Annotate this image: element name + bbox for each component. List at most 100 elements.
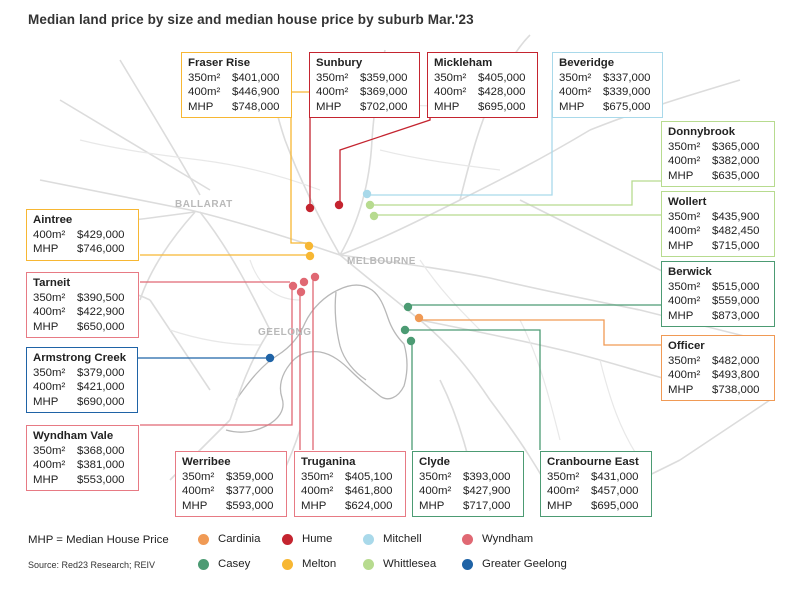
row-label: MHP [559,100,585,113]
suburb-box-mickleham: Mickleham 350m² $405,000 400m² $428,000 MH… [427,52,538,119]
legend-item-mitchell: Mitchell [363,533,422,545]
source-note: Source: Red23 Research; REIV [28,560,156,570]
row-label: MHP [434,100,460,113]
suburb-box-armstrong-creek: Armstrong Creek 350m² $379,000 400m² $421,… [26,347,138,414]
legend-label: Cardinia [218,533,261,545]
chart-title: Median land price by size and median hou… [28,12,474,27]
row-label: MHP [547,499,573,512]
legend-swatch [462,558,473,570]
marker-wyndham-vale [288,281,298,291]
suburb-name: Truganina [301,456,356,468]
legend-item-wyndham: Wyndham [462,533,533,545]
marker-sunbury [305,203,315,213]
row-label: 350m² [668,354,701,367]
row-value: $624,000 [345,499,393,512]
suburb-name: Officer [668,340,705,352]
marker-officer [414,313,424,323]
row-value: $873,000 [712,309,760,322]
row-label: 400m² [668,295,701,308]
row-value: $393,000 [463,470,511,483]
row-label: 350m² [182,470,215,483]
suburb-name: Werribee [182,456,231,468]
row-label: 400m² [316,86,349,99]
row-value: $422,900 [77,306,125,319]
legend-swatch [363,533,374,545]
row-label: 350m² [434,71,467,84]
suburb-name: Fraser Rise [188,57,251,69]
row-label: 400m² [33,228,66,241]
suburb-name: Armstrong Creek [33,352,127,364]
suburb-box-cranbourne-east: Cranbourne East 350m² $431,000 400m² $457,… [540,451,652,518]
row-label: MHP [33,473,59,486]
row-label: 350m² [33,291,66,304]
legend-label: Hume [302,533,333,545]
row-label: 400m² [668,155,701,168]
row-label: 400m² [559,86,592,99]
leader-donnybrook [370,180,661,206]
marker-beveridge [362,189,372,199]
marker-truganina [310,272,320,282]
suburb-box-sunbury: Sunbury 350m² $359,000 400m² $369,000 MHP $… [309,52,420,119]
legend-swatch [363,558,374,570]
row-label: MHP [419,499,445,512]
row-label: 400m² [33,381,66,394]
suburb-name: Donnybrook [668,126,736,138]
marker-werribee [296,287,306,297]
marker-berwick [403,302,413,312]
row-value: $337,000 [603,71,651,84]
row-value: $482,000 [712,354,760,367]
suburb-box-donnybrook: Donnybrook 350m² $365,000 400m² $382,000 M… [661,121,775,188]
marker-donnybrook [365,200,375,210]
suburb-box-truganina: Truganina 350m² $405,100 400m² $461,800 MH… [294,451,406,518]
marker-wollert [369,211,379,221]
row-label: 350m² [33,444,66,457]
suburb-box-beveridge: Beveridge 350m² $337,000 400m² $339,000 MH… [552,52,663,119]
row-label: MHP [33,395,59,408]
row-label: 400m² [33,459,66,472]
suburb-name: Aintree [33,214,73,226]
row-label: MHP [301,499,327,512]
row-value: $379,000 [77,366,125,379]
road-network [39,34,771,511]
row-value: $650,000 [77,320,125,333]
row-label: 400m² [547,485,580,498]
row-label: 350m² [547,470,580,483]
suburb-box-fraser-rise: Fraser Rise 350m² $401,000 400m² $446,900 … [181,52,292,119]
row-value: $702,000 [360,100,408,113]
row-label: MHP [668,169,694,182]
row-value: $428,000 [478,86,526,99]
map-label-melbourne: MELBOURNE [347,256,416,267]
row-label: 400m² [668,369,701,382]
suburb-box-clyde: Clyde 350m² $393,000 400m² $427,900 MHP $71… [412,451,524,518]
suburb-name: Mickleham [434,57,493,69]
leader-wyndham-vale [140,285,293,426]
row-value: $427,900 [463,485,511,498]
row-value: $690,000 [77,395,125,408]
row-label: 350m² [188,71,221,84]
legend-item-whittlesea: Whittlesea [363,558,436,570]
marker-clyde [406,336,416,346]
legend-label: Wyndham [482,533,534,545]
legend-swatch [462,533,473,545]
row-value: $405,100 [345,470,393,483]
suburb-name: Berwick [668,266,712,278]
row-value: $368,000 [77,444,125,457]
row-value: $493,800 [712,369,760,382]
row-value: $435,900 [712,210,760,223]
legend-swatch [198,533,209,545]
row-label: 400m² [668,225,701,238]
row-label: MHP [188,100,214,113]
suburb-box-werribee: Werribee 350m² $359,000 400m² $377,000 MHP… [175,451,287,518]
row-value: $431,000 [591,470,639,483]
suburb-box-wollert: Wollert 350m² $435,900 400m² $482,450 MHP $… [661,191,775,258]
leader-lines [138,90,661,450]
legend-swatch [198,558,209,570]
row-label: 350m² [301,470,334,483]
row-value: $748,000 [232,100,280,113]
row-value: $457,000 [591,485,639,498]
row-label: 350m² [668,280,701,293]
legend-swatch [282,533,293,545]
suburb-name: Sunbury [316,57,363,69]
marker-tarneit [299,277,309,287]
row-value: $593,000 [226,499,274,512]
